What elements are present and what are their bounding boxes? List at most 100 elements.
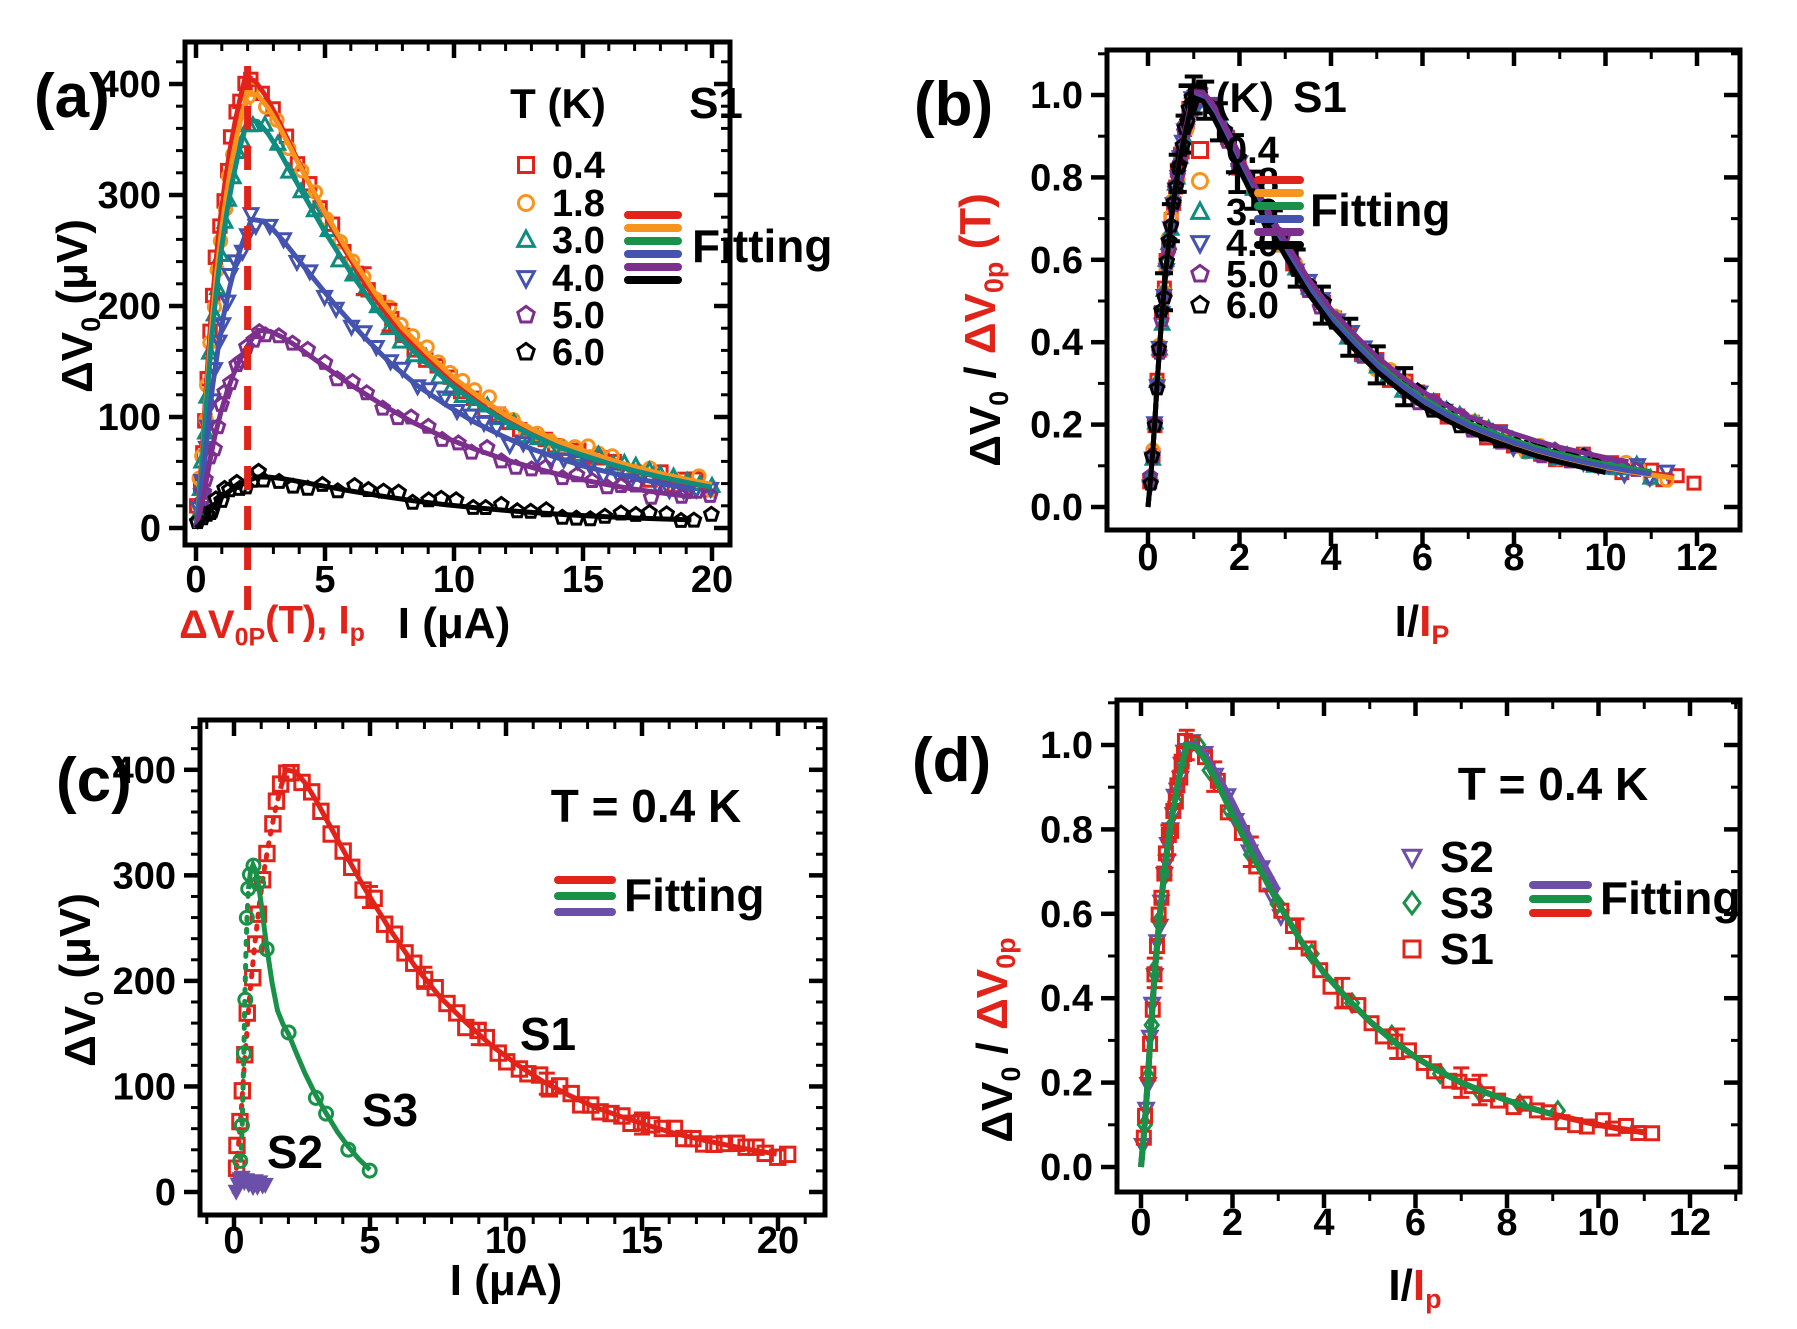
x-tick-label: 2 (1222, 1202, 1243, 1244)
temperature-label: T = 0.4 K (551, 780, 741, 832)
y-tick-label: 1.0 (1040, 725, 1093, 767)
y-tick-label: 100 (98, 397, 161, 439)
x-tick-label: 0 (1130, 1202, 1151, 1244)
y-tick-label: 400 (113, 750, 176, 792)
tick-labels: 0 2 4 6 8 10 12 0.0 0.2 0.4 0.6 0.8 1.0 (1030, 75, 1718, 579)
y-tick-label: 300 (98, 175, 161, 217)
legend-item-label: 4.0 (552, 258, 605, 300)
fit-curve-S3 (245, 857, 372, 1172)
fitting-label: Fitting (624, 869, 765, 921)
x-tick-label: 8 (1503, 537, 1524, 579)
plot-area (227, 763, 797, 1201)
x-tick-label: 5 (314, 559, 335, 601)
series-4.0 (1140, 91, 1676, 497)
series-3.0 (188, 114, 722, 522)
y-tick-label: 400 (98, 64, 161, 106)
y-tick-label: 0 (155, 1172, 176, 1214)
fit-curve-6.0 (1145, 94, 1607, 508)
panel-d-plot: 0 2 4 6 8 10 12 0.0 0.2 0.4 0.6 0.8 1.0 I/Ip ΔV0 / ΔV0… (968, 697, 1743, 1314)
x-axis-title: I (μA) (450, 1256, 562, 1305)
y-axis-title: ΔV0 / ΔV0p (968, 937, 1026, 1142)
series-5.0 (1141, 81, 1645, 484)
fitting-legend: Fitting (1529, 872, 1741, 924)
sample-tag: S1 (689, 79, 743, 128)
legend-title: T (K) (510, 80, 606, 127)
fitting-label: Fitting (1600, 872, 1741, 924)
x-tick-label: 20 (691, 559, 733, 601)
y-axis-title: ΔV0 (μV) (48, 219, 106, 393)
y-tick-label: 100 (113, 1066, 176, 1108)
y-tick-label: 0.0 (1040, 1147, 1093, 1189)
series-label-S2: S2 (267, 1126, 323, 1178)
plot-frame (197, 717, 828, 1218)
x-tick-label: 10 (485, 1220, 527, 1262)
tick-labels: 0 2 4 6 8 10 12 0.0 0.2 0.4 0.6 0.8 1.0 (1040, 725, 1711, 1244)
legend-item-label: 6.0 (552, 332, 605, 374)
fit-curve-6.0 (194, 474, 692, 530)
x-axis-title: I (μA) (398, 599, 510, 648)
fit-curve-S3 (1138, 741, 1554, 1168)
x-tick-label: 0 (185, 559, 206, 601)
fit-curve-3.0 (193, 116, 713, 529)
legend-item-label: 1.8 (552, 183, 605, 225)
panel-label-b: (b) (914, 70, 994, 139)
x-axis-title: I/IP (1395, 597, 1450, 650)
y-tick-label: 0.2 (1030, 405, 1083, 447)
fit-curve-S2 (234, 1174, 267, 1190)
temperature-legend: T (K) S1 0.41.83.04.05.06.0 (510, 79, 743, 374)
y-tick-label: 200 (113, 961, 176, 1003)
x-tick-label: 10 (433, 559, 475, 601)
peak-annotation: ΔV0P(T), Ip (179, 599, 365, 652)
panel-label-d: (d) (912, 726, 992, 795)
x-tick-label: 10 (1584, 537, 1626, 579)
legend-item-label: 3.0 (552, 220, 605, 262)
series-5.0 (188, 322, 719, 530)
legend-item-label: S1 (1440, 925, 1494, 974)
y-tick-label: 1.0 (1030, 75, 1083, 117)
fit-curve-5.0 (193, 327, 692, 529)
sample-tag: S1 (1293, 73, 1347, 122)
x-tick-label: 0 (1137, 537, 1158, 579)
y-tick-label: 0.4 (1030, 322, 1083, 364)
y-tick-label: 0.8 (1030, 157, 1083, 199)
fit-curve-4.0 (1145, 92, 1652, 508)
fit-rise-S3 (238, 886, 251, 1163)
x-tick-label: 12 (1676, 537, 1718, 579)
x-tick-label: 10 (1577, 1202, 1619, 1244)
y-tick-label: 0.4 (1040, 978, 1093, 1020)
y-tick-label: 0.0 (1030, 487, 1083, 529)
temperature-label: T = 0.4 K (1458, 758, 1648, 810)
y-tick-label: 0.6 (1030, 240, 1083, 282)
fitting-label: Fitting (692, 220, 833, 272)
plot-area (188, 71, 722, 530)
legend-item-label: 6.0 (1226, 285, 1279, 327)
fitting-label: Fitting (1310, 184, 1451, 236)
y-tick-label: 300 (113, 855, 176, 897)
legend-item-label: 0.4 (552, 145, 605, 187)
panel-label-a: (a) (34, 62, 110, 131)
panel-b-plot: 0 2 4 6 8 10 12 0.0 0.2 0.4 0.6 0.8 1.0 I/IP ΔV0 / ΔV0… (951, 47, 1743, 650)
y-tick-label: 200 (98, 286, 161, 328)
axes: 0 2 4 6 8 10 12 0.0 0.2 0.4 0.6 0.8 1.0 I/Ip ΔV0 / ΔV0… (968, 700, 1740, 1314)
fitting-legend: Fitting (624, 211, 833, 284)
x-tick-label: 2 (1229, 537, 1250, 579)
x-tick-label: 15 (562, 559, 604, 601)
fit-curve-5.0 (1145, 89, 1629, 508)
legend-item-label: 3.0 (1226, 192, 1279, 234)
x-tick-label: 12 (1669, 1202, 1711, 1244)
series-label-S1: S1 (520, 1008, 576, 1060)
fit-curve-3.0 (1145, 91, 1652, 508)
series-label-S3: S3 (362, 1084, 418, 1136)
fit-curve-S2 (1138, 741, 1281, 1168)
x-tick-label: 6 (1405, 1202, 1426, 1244)
x-tick-label: 6 (1412, 537, 1433, 579)
plot-frame (1114, 697, 1743, 1195)
y-axis-title: ΔV0 (μV) (51, 893, 109, 1067)
